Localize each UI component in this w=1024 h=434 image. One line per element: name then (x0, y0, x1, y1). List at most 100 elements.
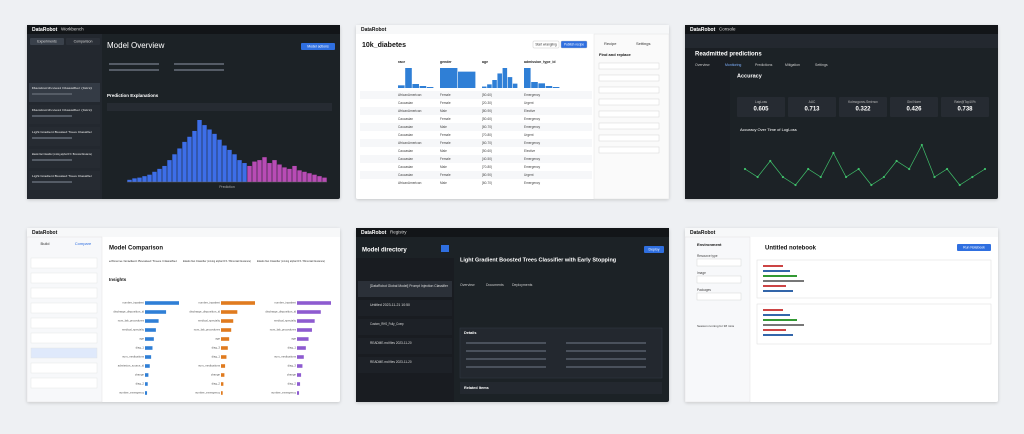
table-cell: Emergency (524, 181, 541, 185)
input (598, 134, 660, 142)
bar-label: medical_specialty (274, 319, 297, 323)
bar-label: admission_source_id (118, 364, 145, 368)
bar (217, 139, 222, 182)
button[interactable] (532, 40, 560, 49)
bar-label: age (215, 337, 220, 341)
button[interactable] (644, 246, 664, 253)
metric-value: 0.713 (804, 107, 820, 113)
bar (221, 364, 226, 368)
sidebar (685, 48, 730, 199)
bar (162, 165, 167, 182)
table-row (360, 171, 592, 179)
metric-card (839, 97, 887, 117)
app-name: DataRobot (32, 230, 58, 236)
point (933, 175, 936, 179)
table-cell: Urgent (524, 101, 534, 105)
button-label: Deploy (649, 247, 660, 251)
button-label: Run Notebook (963, 245, 985, 249)
entry-name: README.md files 2023-11-20 (370, 341, 412, 345)
table-cell: Caucasian (398, 117, 413, 121)
button[interactable] (957, 244, 991, 251)
bar (221, 355, 227, 359)
detail-line (566, 342, 646, 344)
bar (398, 85, 405, 88)
bar (145, 364, 150, 368)
entry (358, 300, 452, 316)
table-cell: [50-60) (482, 117, 492, 121)
table-cell: Caucasian (398, 173, 413, 177)
info-line (174, 69, 224, 71)
bar (412, 84, 419, 88)
bar (322, 177, 327, 182)
panel (27, 228, 340, 402)
entry (358, 319, 452, 335)
cell (756, 259, 992, 299)
bar-label: num_lab_procedures (118, 319, 145, 323)
point (983, 167, 987, 171)
entry-name: Custom_RHS_Fully_Comp (370, 322, 404, 326)
table-cell: Female (440, 101, 451, 105)
app-name: DataRobot (361, 27, 387, 33)
table-cell: Caucasian (398, 125, 413, 129)
bar (307, 173, 312, 182)
side-tab: Settings (636, 41, 650, 46)
button-label: Publish recipe (564, 42, 584, 46)
table-cell: AfricanAmerican (398, 181, 422, 185)
bar (287, 168, 292, 182)
button[interactable] (301, 43, 335, 50)
model-name: Light Gradient Boosted Trees Classifier (32, 174, 92, 178)
bar (267, 163, 272, 182)
bar (221, 301, 255, 305)
table-cell: Female (440, 133, 451, 137)
model-name: Elastic-Net Classifier (mixing alpha=0.5… (183, 259, 251, 263)
bar (282, 167, 287, 182)
bar-label: number_inpatient (274, 301, 296, 305)
code-line (763, 265, 783, 267)
bar (212, 133, 217, 182)
model-card (30, 332, 98, 344)
code-line (763, 285, 786, 287)
bar (145, 373, 149, 377)
bar (242, 163, 247, 182)
point (756, 175, 759, 179)
model-card (30, 377, 98, 389)
table-cell: [50-60) (482, 93, 492, 97)
top-bar (685, 25, 998, 34)
bar-label: medical_specialty (198, 319, 221, 323)
table-cell: Male (440, 149, 447, 153)
column-header: gender (440, 60, 452, 64)
bar (221, 328, 232, 332)
bar-label: num_medications (198, 364, 221, 368)
bar (297, 337, 309, 341)
bar (222, 145, 227, 182)
bar (502, 68, 508, 88)
side-tab: Recipe (604, 41, 617, 46)
info-line (174, 63, 224, 65)
table-row (360, 147, 592, 155)
entry (358, 357, 452, 373)
tab: Mitigation (785, 63, 800, 67)
panel (27, 25, 340, 199)
section-name: Console (719, 27, 736, 32)
table-cell: Emergency (524, 141, 541, 145)
detail-line (466, 358, 546, 360)
bar-label: diag_1 (288, 346, 297, 350)
model-meta (32, 181, 72, 183)
bar (145, 382, 148, 386)
table-cell: Male (440, 109, 447, 113)
detail-line (466, 342, 546, 344)
bar (297, 346, 306, 350)
bar (545, 86, 553, 88)
point (769, 159, 772, 163)
bar (497, 73, 502, 88)
chart-title: Accuracy Over Time of LogLoss (740, 127, 797, 132)
table-row (360, 155, 592, 163)
bar-label: age (139, 337, 144, 341)
bar (221, 382, 224, 386)
bar (487, 84, 492, 88)
button[interactable] (560, 40, 588, 49)
point (870, 183, 873, 187)
add-button[interactable] (441, 245, 449, 252)
metric-card (788, 97, 836, 117)
bar (297, 382, 301, 386)
